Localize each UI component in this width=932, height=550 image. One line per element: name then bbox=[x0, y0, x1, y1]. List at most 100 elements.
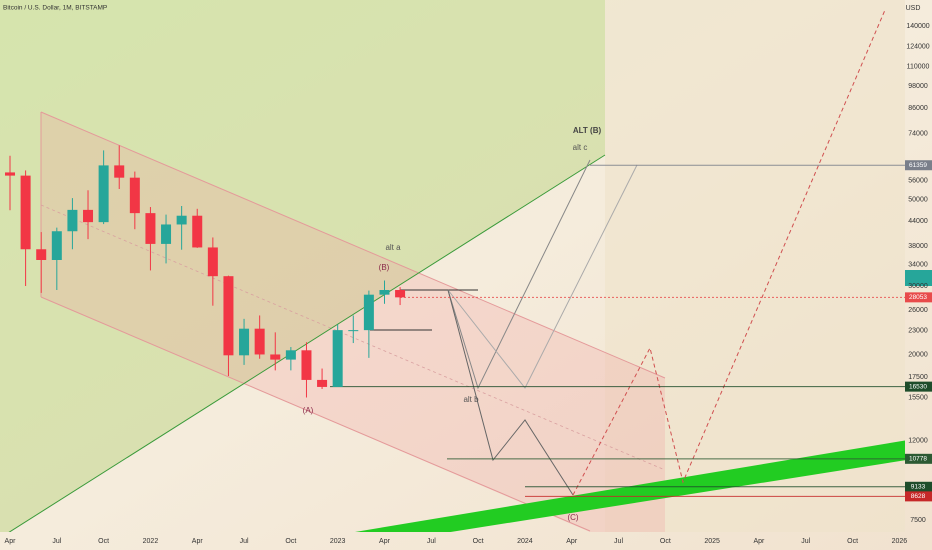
y-tick-label: 26000 bbox=[908, 307, 928, 314]
right-zone bbox=[605, 0, 905, 532]
x-tick-label: Oct bbox=[98, 538, 109, 545]
y-tick-label: 44000 bbox=[908, 218, 928, 225]
candle-body bbox=[332, 330, 343, 387]
level-label-bg bbox=[905, 160, 932, 171]
x-tick-label: Oct bbox=[660, 538, 671, 545]
annotation: (B) bbox=[379, 263, 390, 272]
candle-body bbox=[192, 215, 203, 248]
trend-line bbox=[8, 154, 606, 532]
level-label: 10778 bbox=[909, 456, 927, 463]
candle-body bbox=[36, 249, 47, 260]
candle-body bbox=[348, 330, 359, 332]
axes: 140000 124000 110000 98000 86000 74000 56000 50… bbox=[5, 23, 932, 545]
y-tick-label: 17500 bbox=[908, 374, 928, 381]
price-marker bbox=[905, 270, 932, 286]
alt-zone bbox=[0, 0, 605, 532]
x-tick-label: Jul bbox=[801, 538, 810, 545]
level-label-bg bbox=[905, 381, 932, 392]
projection-alt bbox=[447, 164, 638, 389]
y-tick-label: 30000 bbox=[908, 283, 928, 290]
candle-body bbox=[239, 328, 250, 356]
candle-body bbox=[363, 294, 374, 331]
x-tick-label: Jul bbox=[427, 538, 436, 545]
candle-body bbox=[5, 172, 16, 176]
x-tick-label: Jul bbox=[240, 538, 249, 545]
x-tick-label: Apr bbox=[379, 538, 391, 545]
x-tick-label: 2025 bbox=[704, 538, 720, 545]
level-label-bg bbox=[905, 491, 932, 502]
x-tick-label: Oct bbox=[285, 538, 296, 545]
y-tick-label: 124000 bbox=[906, 43, 929, 50]
candle-body bbox=[379, 290, 390, 295]
channel-bottom bbox=[40, 296, 591, 532]
x-tick-label: Apr bbox=[566, 538, 578, 545]
y-tick-label: 38000 bbox=[908, 243, 928, 250]
candle-body bbox=[51, 231, 62, 260]
annotation: ALT (B) bbox=[573, 126, 602, 135]
level-label-bg bbox=[905, 481, 932, 492]
x-tick-label: 2026 bbox=[892, 538, 908, 545]
candle-body bbox=[145, 213, 156, 244]
level-label: 28053 bbox=[909, 294, 927, 301]
candle-body bbox=[395, 290, 406, 298]
y-tick-label: 56000 bbox=[908, 178, 928, 185]
candle-body bbox=[207, 247, 218, 277]
projection-main bbox=[447, 289, 574, 496]
candle-body bbox=[83, 209, 94, 223]
y-tick-label: 140000 bbox=[906, 23, 929, 30]
candle-body bbox=[67, 209, 78, 232]
candle-body bbox=[114, 165, 125, 178]
level-label-bg bbox=[905, 453, 932, 464]
y-axis-label: USD bbox=[906, 5, 921, 12]
x-tick-label: 2024 bbox=[517, 538, 533, 545]
level-label: 8628 bbox=[911, 493, 926, 500]
level-label: 16530 bbox=[909, 383, 927, 390]
level-label: 61359 bbox=[909, 162, 927, 169]
candle-body bbox=[161, 224, 172, 244]
candle-body bbox=[285, 350, 296, 360]
candle-body bbox=[317, 379, 328, 387]
candle-body bbox=[176, 215, 187, 225]
candles bbox=[5, 145, 406, 398]
annotation: alt b bbox=[463, 395, 479, 404]
x-tick-label: Oct bbox=[473, 538, 484, 545]
level-lines bbox=[330, 164, 905, 497]
candle-body bbox=[98, 165, 109, 223]
x-tick-label: Jul bbox=[52, 538, 61, 545]
annotation: alt c bbox=[573, 143, 588, 152]
chart-title: Bitcoin / U.S. Dollar, 1M, BITSTAMP bbox=[3, 5, 107, 12]
y-tick-label: 86000 bbox=[908, 105, 928, 112]
y-tick-label: 34000 bbox=[908, 262, 928, 269]
channel-top bbox=[40, 111, 666, 379]
x-tick-label: 2022 bbox=[143, 538, 159, 545]
support-band bbox=[355, 440, 905, 532]
annotation: alt a bbox=[385, 243, 401, 252]
x-tick-label: Apr bbox=[192, 538, 204, 545]
candle-body bbox=[254, 328, 265, 355]
y-tick-label: 110000 bbox=[907, 64, 930, 71]
candle-body bbox=[223, 276, 234, 356]
x-tick-label: 2023 bbox=[330, 538, 346, 545]
x-tick-label: Jul bbox=[614, 538, 623, 545]
level-label-bg bbox=[905, 292, 932, 303]
x-tick-label: Oct bbox=[847, 538, 858, 545]
projection-target bbox=[572, 9, 886, 496]
x-tick-label: Apr bbox=[5, 538, 17, 545]
projection-alt bbox=[447, 159, 591, 390]
candle-body bbox=[129, 177, 140, 214]
y-tick-label: 74000 bbox=[908, 130, 928, 137]
annotation: (C) bbox=[567, 513, 578, 522]
level-label: 9133 bbox=[911, 483, 926, 490]
candle-body bbox=[270, 354, 281, 360]
y-tick-label: 98000 bbox=[908, 83, 928, 90]
y-tick-label: 50000 bbox=[908, 197, 928, 204]
y-tick-label: 7500 bbox=[910, 517, 926, 524]
candle-body bbox=[301, 350, 312, 380]
y-tick-label: 20000 bbox=[908, 351, 928, 358]
annotation: (A) bbox=[303, 406, 314, 415]
y-tick-label: 12000 bbox=[908, 438, 928, 445]
y-tick-label: 15500 bbox=[908, 394, 928, 401]
y-tick-label: 23000 bbox=[908, 328, 928, 335]
